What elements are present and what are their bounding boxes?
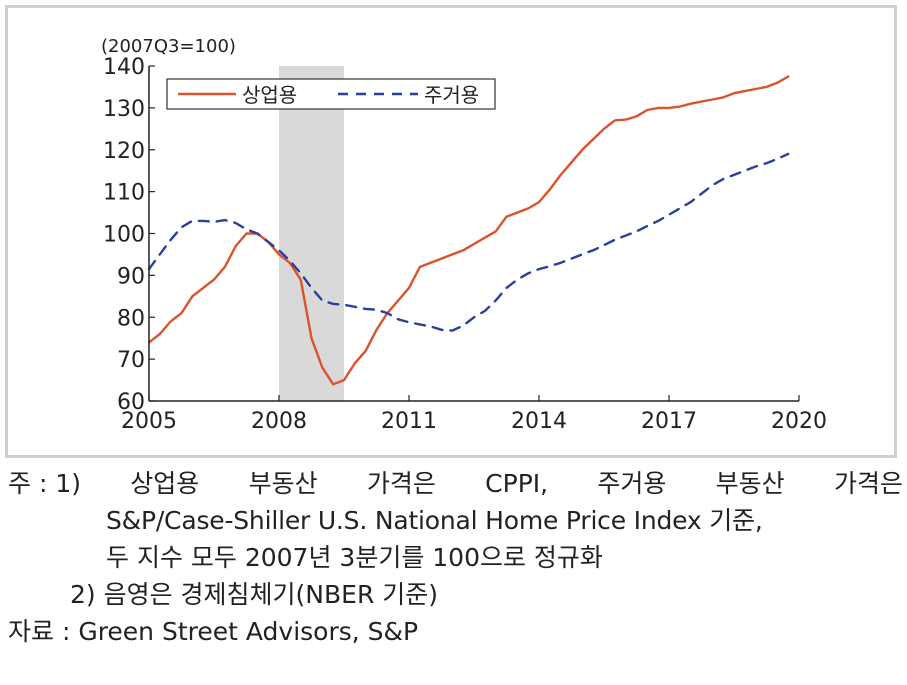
note-1-word: CPPI, — [485, 469, 549, 498]
y-tick-label: 90 — [117, 264, 145, 289]
note-1-word: 상업용 — [130, 469, 200, 498]
y-tick-label: 70 — [117, 348, 145, 373]
note-1-word: 가격은 — [366, 469, 436, 498]
chart-frame: (2007Q3=100) 60 70 80 90 100 110 120 130 140 2005… — [5, 5, 897, 458]
x-tick-label: 2020 — [771, 409, 827, 434]
note-1-line-2: S&P/Case-Shiller U.S. National Home Pric… — [106, 506, 763, 535]
series-line-residential — [147, 152, 790, 332]
note-1-word: 부동산 — [715, 469, 785, 498]
recession-shade — [279, 66, 344, 401]
note-1-word: 부동산 — [248, 469, 318, 498]
note-1-word: 주거용 — [597, 469, 667, 498]
y-tick-label: 80 — [117, 306, 145, 331]
x-tick-label: 2017 — [641, 409, 697, 434]
y-tick-label: 130 — [103, 97, 145, 122]
y-tick-label: 120 — [103, 139, 145, 164]
series-line-commercial — [147, 75, 790, 386]
line-chart: (2007Q3=100) 60 70 80 90 100 110 120 130 140 2005… — [101, 36, 827, 434]
chart-notes: 주 : 1) 상업용 부동산 가격은 CPPI, 주거용 부동산 가격은 S&P/Case-… — [8, 465, 903, 650]
source-line: 자료 : Green Street Advisors, S&P — [8, 617, 419, 646]
x-tick-label: 2011 — [381, 409, 437, 434]
note-1-prefix: 주 : 1) — [8, 469, 81, 498]
y-tick-label: 100 — [103, 223, 145, 248]
y-tick-label: 140 — [103, 55, 145, 80]
legend-label-residential: 주거용 — [424, 83, 479, 107]
x-tick-label: 2008 — [251, 409, 307, 434]
note-1-word: 가격은 — [833, 469, 903, 498]
note-1-line-1: 주 : 1) 상업용 부동산 가격은 CPPI, 주거용 부동산 가격은 — [8, 465, 903, 502]
unit-label: (2007Q3=100) — [101, 36, 236, 57]
note-2: 2) 음영은 경제침체기(NBER 기준) — [70, 580, 439, 609]
legend: 상업용 주거용 — [166, 78, 496, 110]
legend-label-commercial: 상업용 — [242, 83, 297, 107]
x-tick-label: 2014 — [511, 409, 567, 434]
y-tick-label: 110 — [103, 181, 145, 206]
x-tick-label: 2005 — [121, 409, 177, 434]
note-1-line-3: 두 지수 모두 2007년 3분기를 100으로 정규화 — [106, 543, 603, 572]
y-tick-label: 60 — [117, 390, 145, 415]
